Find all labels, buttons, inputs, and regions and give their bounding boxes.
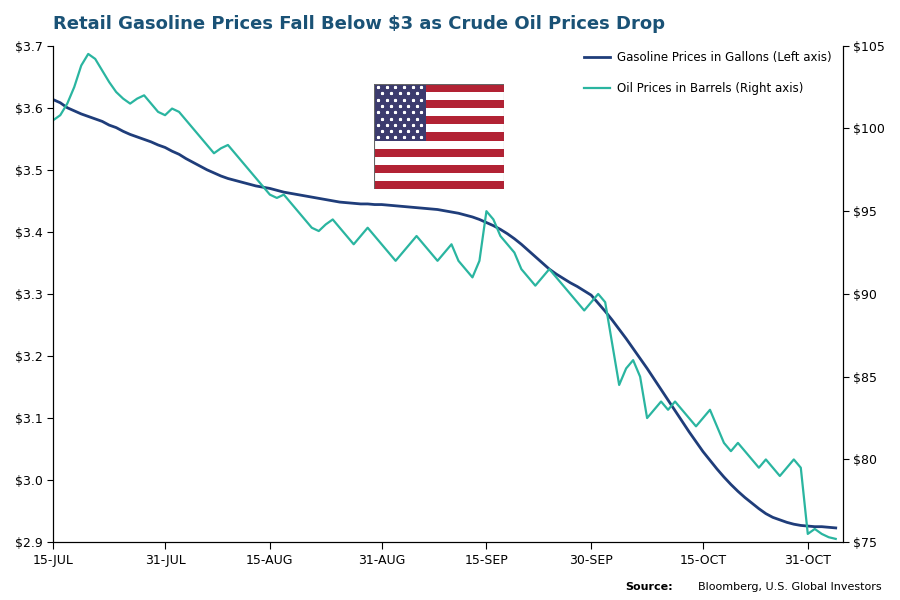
Bar [374, 149, 504, 157]
Bar [374, 173, 504, 181]
Bar [374, 100, 504, 108]
Bar [374, 84, 504, 92]
Bar [374, 84, 426, 140]
Bar [374, 116, 504, 124]
Bar [374, 92, 504, 100]
Bar [374, 140, 504, 149]
Bar [374, 157, 504, 165]
Bar [374, 124, 504, 133]
Legend: Gasoline Prices in Gallons (Left axis), Oil Prices in Barrels (Right axis): Gasoline Prices in Gallons (Left axis), … [580, 47, 837, 100]
Bar [374, 165, 504, 173]
Text: Bloomberg, U.S. Global Investors: Bloomberg, U.S. Global Investors [698, 582, 882, 592]
Bar [374, 133, 504, 140]
Text: Source:: Source: [626, 582, 673, 592]
Bar [374, 181, 504, 189]
Bar [374, 108, 504, 116]
Text: Retail Gasoline Prices Fall Below $3 as Crude Oil Prices Drop: Retail Gasoline Prices Fall Below $3 as … [53, 15, 665, 33]
